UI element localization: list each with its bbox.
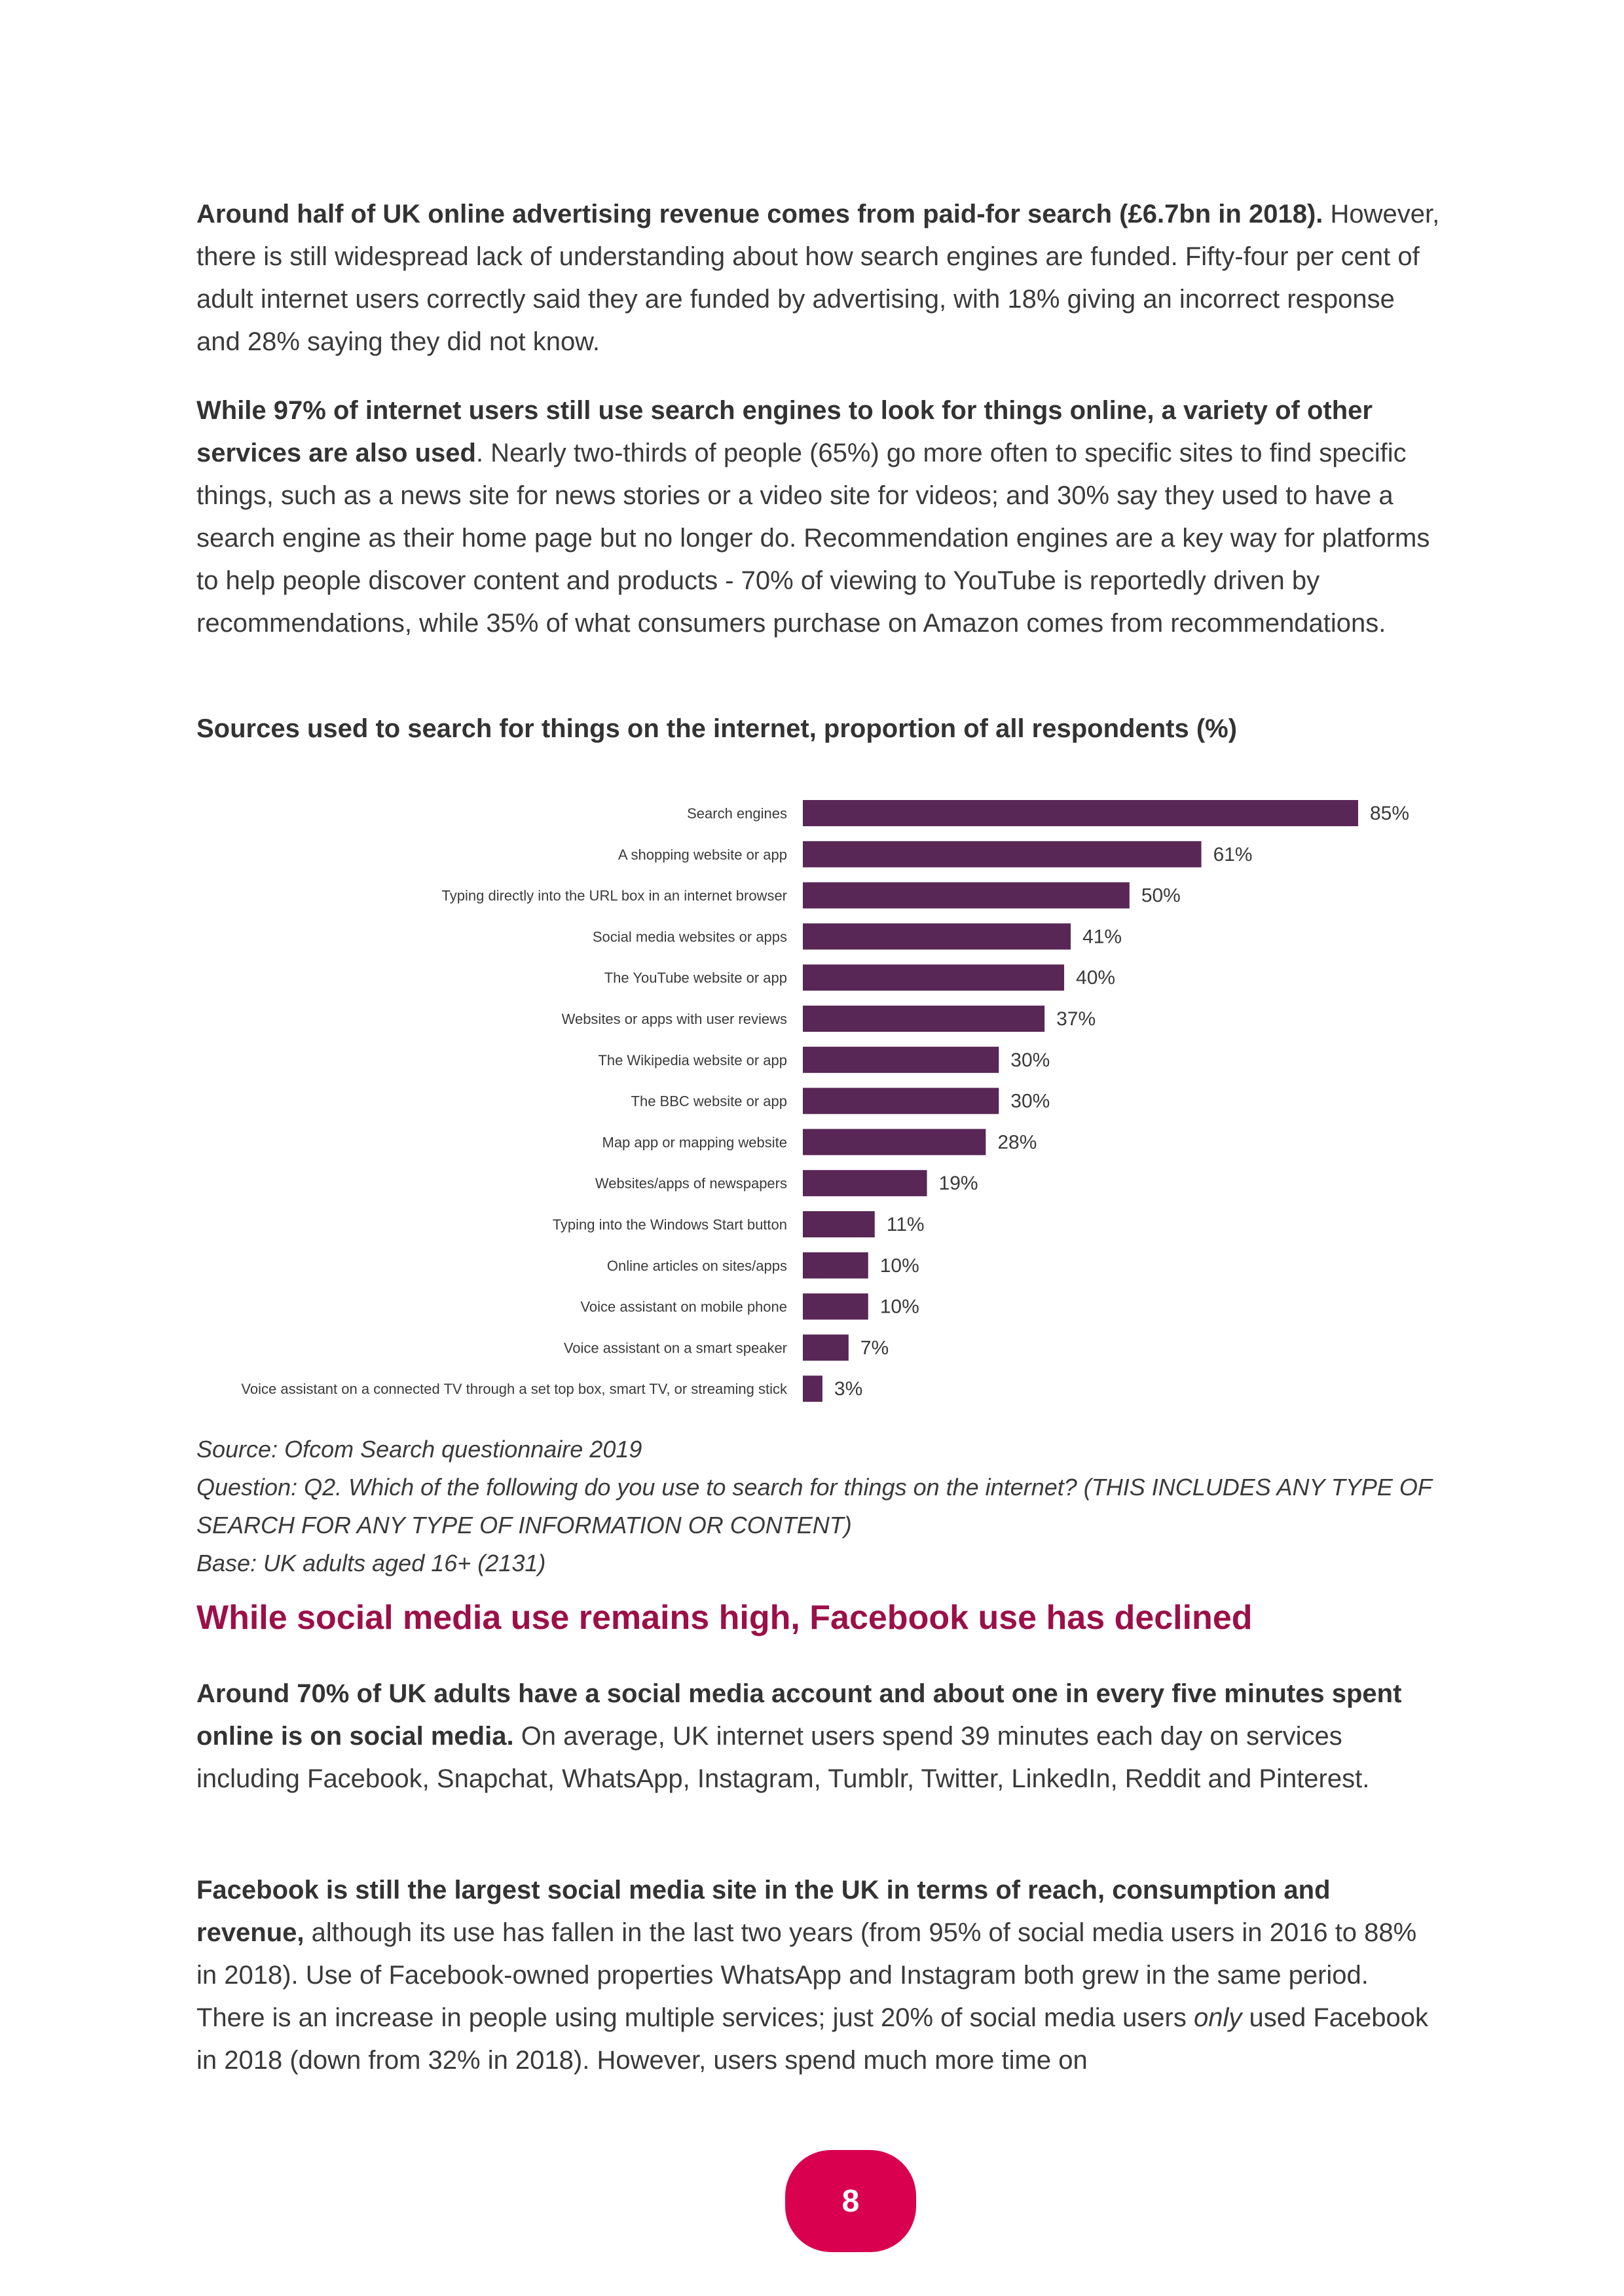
value-label: 37%: [1056, 1008, 1096, 1030]
value-label: 10%: [880, 1255, 919, 1277]
bar: [803, 1293, 868, 1320]
bar: [803, 1170, 927, 1197]
paragraph-body: On average, UK internet users spend 39 m…: [196, 1722, 1370, 1793]
bar: [803, 800, 1358, 826]
category-label: Voice assistant on a smart speaker: [564, 1339, 787, 1356]
bar: [803, 1334, 849, 1361]
paragraph-lead: Facebook is still the largest social med…: [196, 1876, 1331, 1947]
paragraph-social-media: Around 70% of UK adults have a social me…: [196, 1673, 1441, 1800]
bar: [803, 1087, 999, 1114]
value-label: 30%: [1010, 1049, 1050, 1071]
category-label: Voice assistant on mobile phone: [580, 1299, 787, 1315]
category-label: Map app or mapping website: [602, 1134, 788, 1150]
value-label: 40%: [1076, 967, 1115, 989]
page-number-badge: 8: [785, 2150, 916, 2252]
category-label: Typing into the Windows Start button: [553, 1216, 787, 1233]
bar: [803, 1211, 875, 1237]
paragraph-facebook: Facebook is still the largest social med…: [196, 1869, 1441, 2082]
bar: [803, 1006, 1045, 1032]
paragraph-body: although its use has fallen in the last …: [196, 1918, 1417, 2032]
category-label: Search engines: [687, 805, 787, 822]
category-label: The YouTube website or app: [604, 970, 787, 986]
chart-title: Sources used to search for things on the…: [196, 714, 1238, 743]
source-note: Source: Ofcom Search questionnaire 2019: [196, 1436, 642, 1463]
paragraph-lead: While 97% of internet users still use se…: [196, 396, 1373, 467]
category-label: The Wikipedia website or app: [598, 1052, 787, 1068]
value-label: 10%: [880, 1296, 919, 1318]
bar: [803, 964, 1065, 991]
value-label: 28%: [997, 1131, 1037, 1153]
paragraph-body-end: used Facebook in 2018 (down from 32% in …: [196, 2003, 1428, 2075]
bar: [803, 923, 1071, 950]
bar: [803, 841, 1202, 867]
bar: [803, 1376, 822, 1402]
bar: [803, 1252, 868, 1279]
bar: [803, 882, 1130, 909]
category-label: Online articles on sites/apps: [607, 1258, 787, 1274]
category-label: Social media websites or apps: [593, 928, 787, 945]
value-label: 7%: [860, 1337, 889, 1358]
value-label: 30%: [1010, 1091, 1050, 1112]
bar: [803, 1046, 999, 1073]
chart-notes: Source: Ofcom Search questionnaire 2019 …: [196, 1430, 1441, 1582]
bar: [803, 1129, 986, 1156]
paragraph-body: . Nearly two-thirds of people (65%) go m…: [196, 439, 1430, 638]
question-note: Question: Q2. Which of the following do …: [196, 1474, 1432, 1539]
paragraph-search-services: While 97% of internet users still use se…: [196, 390, 1441, 645]
category-label: Websites or apps with user reviews: [562, 1011, 787, 1027]
value-label: 50%: [1141, 885, 1181, 907]
intro-paragraph-advertising: Around half of UK online advertising rev…: [196, 193, 1441, 363]
value-label: 61%: [1213, 844, 1253, 866]
paragraph-lead: Around 70% of UK adults have a social me…: [196, 1679, 1402, 1751]
value-label: 3%: [834, 1378, 862, 1400]
category-label: Voice assistant on a connected TV throug…: [241, 1381, 788, 1397]
paragraph-body: However, there is still widespread lack …: [196, 200, 1440, 356]
category-label: Typing directly into the URL box in an i…: [442, 888, 787, 904]
paragraph-emphasis: only: [1193, 2003, 1242, 2032]
value-label: 19%: [939, 1173, 978, 1194]
value-label: 11%: [887, 1214, 925, 1235]
base-note: Base: UK adults aged 16+ (2131): [196, 1550, 546, 1576]
page-number: 8: [841, 2183, 860, 2219]
value-label: 85%: [1370, 803, 1409, 824]
value-label: 41%: [1082, 926, 1122, 947]
category-label: Websites/apps of newspapers: [595, 1175, 787, 1192]
paragraph-lead: Around half of UK online advertising rev…: [196, 200, 1323, 228]
category-label: A shopping website or app: [618, 847, 787, 863]
category-label: The BBC website or app: [631, 1093, 787, 1110]
bar-chart-search-sources: Search engines 85% A shopping website or a…: [241, 800, 1409, 1402]
section-heading: While social media use remains high, Fac…: [196, 1599, 1253, 1637]
